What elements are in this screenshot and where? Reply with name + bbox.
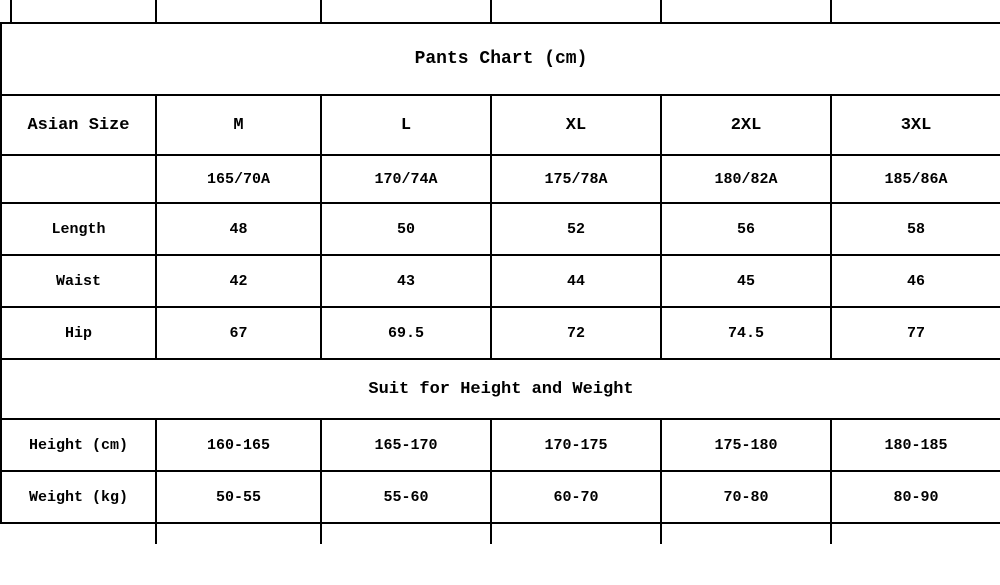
weight-3xl: 80-90: [831, 471, 1000, 523]
title-row: Pants Chart (cm): [1, 23, 1000, 95]
spec-l: 170/74A: [321, 155, 491, 203]
size-chart-container: Pants Chart (cm) Asian Size M L XL 2XL 3…: [0, 0, 1000, 585]
size-col-l: L: [321, 95, 491, 155]
hip-m: 67: [156, 307, 321, 359]
height-xl: 170-175: [491, 419, 661, 471]
weight-l: 55-60: [321, 471, 491, 523]
height-3xl: 180-185: [831, 419, 1000, 471]
hip-l: 69.5: [321, 307, 491, 359]
weight-row: Weight (kg) 50-55 55-60 60-70 70-80 80-9…: [1, 471, 1000, 523]
size-header-cell: Asian Size: [1, 95, 156, 155]
section2-title-row: Suit for Height and Weight: [1, 359, 1000, 419]
height-label: Height (cm): [1, 419, 156, 471]
section2-title: Suit for Height and Weight: [1, 359, 1000, 419]
height-m: 160-165: [156, 419, 321, 471]
spec-3xl: 185/86A: [831, 155, 1000, 203]
bottom-stub-row: [1, 523, 1000, 544]
waist-2xl: 45: [661, 255, 831, 307]
length-m: 48: [156, 203, 321, 255]
size-col-m: M: [156, 95, 321, 155]
waist-m: 42: [156, 255, 321, 307]
hip-3xl: 77: [831, 307, 1000, 359]
length-3xl: 58: [831, 203, 1000, 255]
height-2xl: 175-180: [661, 419, 831, 471]
spec-label-cell: [1, 155, 156, 203]
top-stub-row: [1, 0, 1000, 23]
length-l: 50: [321, 203, 491, 255]
size-chart-table: Pants Chart (cm) Asian Size M L XL 2XL 3…: [0, 0, 1000, 544]
weight-label: Weight (kg): [1, 471, 156, 523]
weight-xl: 60-70: [491, 471, 661, 523]
chart-title: Pants Chart (cm): [1, 23, 1000, 95]
waist-l: 43: [321, 255, 491, 307]
spec-xl: 175/78A: [491, 155, 661, 203]
waist-xl: 44: [491, 255, 661, 307]
spec-code-row: 165/70A 170/74A 175/78A 180/82A 185/86A: [1, 155, 1000, 203]
length-label: Length: [1, 203, 156, 255]
spec-2xl: 180/82A: [661, 155, 831, 203]
hip-xl: 72: [491, 307, 661, 359]
hip-label: Hip: [1, 307, 156, 359]
waist-3xl: 46: [831, 255, 1000, 307]
height-row: Height (cm) 160-165 165-170 170-175 175-…: [1, 419, 1000, 471]
waist-row: Waist 42 43 44 45 46: [1, 255, 1000, 307]
sizes-header-row: Asian Size M L XL 2XL 3XL: [1, 95, 1000, 155]
height-l: 165-170: [321, 419, 491, 471]
length-xl: 52: [491, 203, 661, 255]
hip-row: Hip 67 69.5 72 74.5 77: [1, 307, 1000, 359]
length-2xl: 56: [661, 203, 831, 255]
size-col-3xl: 3XL: [831, 95, 1000, 155]
spec-m: 165/70A: [156, 155, 321, 203]
hip-2xl: 74.5: [661, 307, 831, 359]
weight-2xl: 70-80: [661, 471, 831, 523]
length-row: Length 48 50 52 56 58: [1, 203, 1000, 255]
waist-label: Waist: [1, 255, 156, 307]
size-col-xl: XL: [491, 95, 661, 155]
weight-m: 50-55: [156, 471, 321, 523]
size-col-2xl: 2XL: [661, 95, 831, 155]
